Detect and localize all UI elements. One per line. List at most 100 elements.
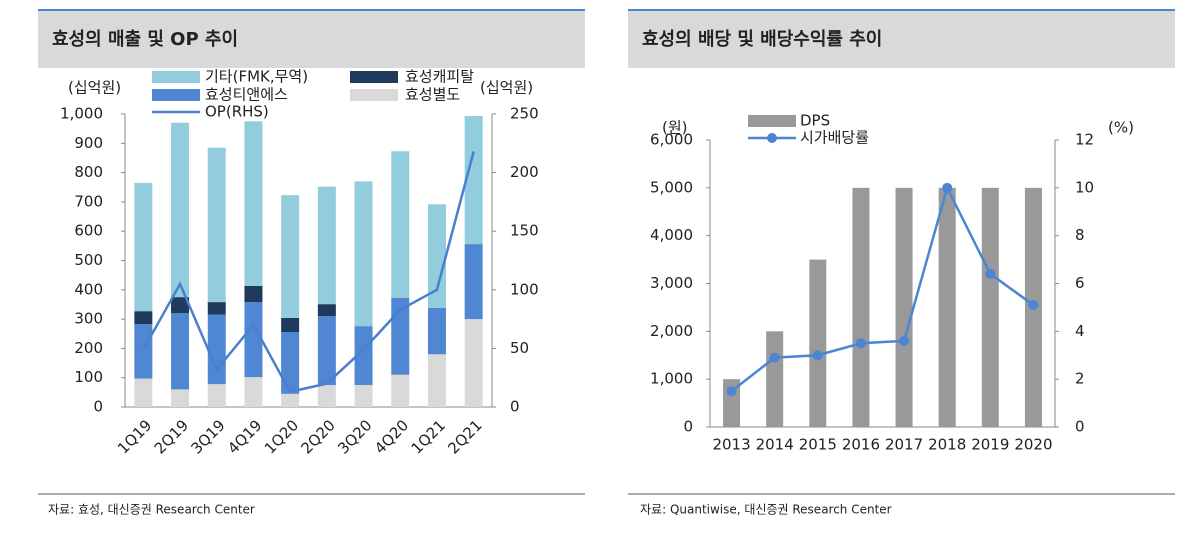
x-tick-label: 1Q20 xyxy=(261,416,302,457)
bar xyxy=(464,116,483,245)
legend-swatch xyxy=(152,71,200,83)
bar xyxy=(134,324,153,379)
legend-swatch xyxy=(152,89,200,101)
y-tick-label: 4,000 xyxy=(650,226,693,244)
marker xyxy=(1028,300,1039,311)
bar xyxy=(354,181,373,327)
legend-swatch xyxy=(350,89,398,101)
y2-tick-label: 100 xyxy=(510,280,539,298)
bar xyxy=(207,314,226,385)
marker xyxy=(769,352,780,363)
bar xyxy=(207,147,226,303)
y2-unit: (%) xyxy=(1108,119,1134,137)
bar xyxy=(464,319,483,407)
bar xyxy=(391,151,410,299)
bar xyxy=(317,304,336,317)
bar xyxy=(391,374,410,407)
bar xyxy=(391,298,410,375)
bar xyxy=(207,302,226,315)
bar xyxy=(171,297,190,314)
x-tick-label: 2014 xyxy=(756,436,794,454)
legend-label: OP(RHS) xyxy=(205,103,269,121)
y-unit: (십억원) xyxy=(68,79,121,97)
bar xyxy=(244,302,263,378)
title-band xyxy=(38,10,585,68)
y-unit: (원) xyxy=(662,119,688,137)
marker xyxy=(855,338,866,349)
bar xyxy=(134,311,153,325)
y-tick-label: 600 xyxy=(74,222,103,240)
legend-label: 효성티앤에스 xyxy=(205,86,288,104)
y-tick-label: 900 xyxy=(74,134,103,152)
y2-tick-label: 0 xyxy=(1075,418,1085,436)
x-tick-label: 3Q19 xyxy=(187,416,228,457)
marker xyxy=(726,386,737,397)
bar xyxy=(981,187,999,427)
x-tick-label: 3Q20 xyxy=(334,416,375,457)
bar xyxy=(766,331,784,427)
legend-swatch xyxy=(350,71,398,83)
x-tick-label: 2016 xyxy=(842,436,880,454)
bar xyxy=(281,195,300,318)
x-tick-label: 2013 xyxy=(712,436,750,454)
x-tick-label: 2Q21 xyxy=(444,416,485,457)
y2-unit: (십억원) xyxy=(480,79,533,97)
x-tick-label: 2Q19 xyxy=(151,416,192,457)
y2-tick-label: 10 xyxy=(1075,178,1094,196)
y-tick-label: 200 xyxy=(74,339,103,357)
y-tick-label: 100 xyxy=(74,368,103,386)
y-tick-label: 300 xyxy=(74,310,103,328)
bar xyxy=(427,354,446,407)
bar xyxy=(244,377,263,407)
x-tick-label: 4Q19 xyxy=(224,416,265,457)
bar xyxy=(134,378,153,407)
marker xyxy=(942,182,953,193)
legend-label: DPS xyxy=(800,112,830,130)
x-tick-label: 2019 xyxy=(971,436,1009,454)
bar xyxy=(171,313,190,390)
bar xyxy=(281,393,300,407)
y-tick-label: 1,000 xyxy=(60,105,103,123)
bar xyxy=(464,244,483,320)
bar xyxy=(938,187,956,427)
x-tick-label: 2017 xyxy=(885,436,923,454)
y-tick-label: 1,000 xyxy=(650,370,693,388)
source: 자료: Quantiwise, 대신증권 Research Center xyxy=(640,503,892,517)
title-band xyxy=(628,10,1175,68)
bar xyxy=(354,385,373,407)
bar xyxy=(317,385,336,407)
y-tick-label: 6,000 xyxy=(650,131,693,149)
x-tick-label: 2020 xyxy=(1014,436,1052,454)
y2-tick-label: 12 xyxy=(1075,131,1094,149)
bar xyxy=(317,316,336,386)
bar xyxy=(171,389,190,407)
bar xyxy=(809,259,827,427)
y2-tick-label: 50 xyxy=(510,339,529,357)
x-tick-label: 2Q20 xyxy=(298,416,339,457)
y2-tick-label: 150 xyxy=(510,222,539,240)
y-tick-label: 500 xyxy=(74,251,103,269)
x-tick-label: 4Q20 xyxy=(371,416,412,457)
bar xyxy=(895,187,913,427)
bar xyxy=(281,331,300,394)
y2-tick-label: 2 xyxy=(1075,370,1085,388)
bar xyxy=(354,326,373,386)
y2-tick-label: 8 xyxy=(1075,226,1085,244)
y-tick-label: 5,000 xyxy=(650,178,693,196)
line xyxy=(142,151,475,394)
y2-tick-label: 250 xyxy=(510,105,539,123)
y2-tick-label: 6 xyxy=(1075,274,1085,292)
marker xyxy=(899,335,910,346)
bar xyxy=(134,182,153,312)
legend-label: 효성별도 xyxy=(405,86,460,104)
y-tick-label: 400 xyxy=(74,280,103,298)
bar xyxy=(427,204,446,308)
y2-tick-label: 0 xyxy=(510,398,520,416)
bar xyxy=(207,384,226,407)
marker xyxy=(812,350,823,361)
x-tick-label: 2018 xyxy=(928,436,966,454)
x-tick-label: 1Q21 xyxy=(408,416,449,457)
y-tick-label: 3,000 xyxy=(650,274,693,292)
